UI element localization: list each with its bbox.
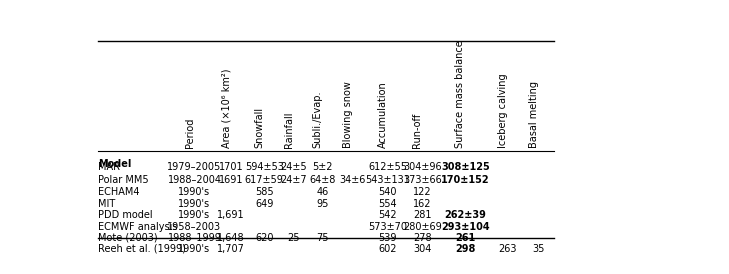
- Text: 95: 95: [316, 199, 328, 209]
- Text: 1,707: 1,707: [217, 244, 245, 253]
- Text: 602: 602: [378, 244, 397, 253]
- Text: 617±59: 617±59: [245, 175, 284, 184]
- Text: 122: 122: [413, 187, 432, 197]
- Text: 304: 304: [413, 244, 432, 253]
- Text: 280±69: 280±69: [403, 222, 442, 232]
- Text: 1701: 1701: [219, 162, 243, 172]
- Text: Area (×10⁶ km²): Area (×10⁶ km²): [221, 68, 231, 148]
- Text: Rainfall: Rainfall: [284, 111, 294, 148]
- Text: 1,691: 1,691: [217, 210, 245, 220]
- Text: 34±6: 34±6: [340, 175, 366, 184]
- Text: Blowing snow: Blowing snow: [343, 81, 353, 148]
- Text: 24±5: 24±5: [281, 162, 307, 172]
- Text: 162: 162: [413, 199, 432, 209]
- Text: 25: 25: [288, 233, 300, 242]
- Text: ECMWF analysis: ECMWF analysis: [98, 222, 178, 232]
- Text: 594±53: 594±53: [245, 162, 284, 172]
- Text: 170±152: 170±152: [441, 175, 490, 184]
- Text: 373±66: 373±66: [403, 175, 442, 184]
- Text: 298: 298: [455, 244, 475, 253]
- Text: 5±2: 5±2: [312, 162, 332, 172]
- Text: 620: 620: [255, 233, 273, 242]
- Text: 261: 261: [456, 233, 475, 242]
- Text: 1990's: 1990's: [179, 187, 211, 197]
- Text: Subli./Evap.: Subli./Evap.: [312, 90, 322, 148]
- Text: 24±7: 24±7: [281, 175, 307, 184]
- Text: 46: 46: [316, 187, 328, 197]
- Text: 542: 542: [378, 210, 397, 220]
- Text: 1990's: 1990's: [179, 210, 211, 220]
- Text: Snowfall: Snowfall: [254, 107, 265, 148]
- Text: 262±39: 262±39: [445, 210, 486, 220]
- Text: 1,648: 1,648: [217, 233, 245, 242]
- Text: 278: 278: [413, 233, 432, 242]
- Text: MAR: MAR: [98, 162, 120, 172]
- Text: Accumulation: Accumulation: [378, 81, 388, 148]
- Text: Basal melting: Basal melting: [529, 81, 539, 148]
- Text: 539: 539: [378, 233, 397, 242]
- Text: 1990's: 1990's: [179, 199, 211, 209]
- Text: 540: 540: [378, 187, 397, 197]
- Text: 1988–1999: 1988–1999: [168, 233, 222, 242]
- Text: 585: 585: [255, 187, 273, 197]
- Text: Reeh et al. (1999): Reeh et al. (1999): [98, 244, 187, 253]
- Text: 293±104: 293±104: [441, 222, 490, 232]
- Text: 263: 263: [499, 244, 517, 253]
- Text: 1691: 1691: [219, 175, 243, 184]
- Text: Model: Model: [98, 159, 132, 169]
- Text: Surface mass balance: Surface mass balance: [456, 40, 465, 148]
- Text: Mote (2003): Mote (2003): [98, 233, 158, 242]
- Text: 1988–2004: 1988–2004: [168, 175, 222, 184]
- Text: 64±8: 64±8: [309, 175, 335, 184]
- Text: 1979–2005: 1979–2005: [168, 162, 222, 172]
- Text: 649: 649: [255, 199, 273, 209]
- Text: 612±55: 612±55: [368, 162, 408, 172]
- Text: Polar MM5: Polar MM5: [98, 175, 149, 184]
- Text: 1990's: 1990's: [179, 244, 211, 253]
- Text: 35: 35: [533, 244, 545, 253]
- Text: 554: 554: [378, 199, 397, 209]
- Text: Period: Period: [184, 118, 195, 148]
- Text: MIT: MIT: [98, 199, 116, 209]
- Text: PDD model: PDD model: [98, 210, 153, 220]
- Text: 1958–2003: 1958–2003: [168, 222, 222, 232]
- Text: ECHAM4: ECHAM4: [98, 187, 140, 197]
- Text: 573±70: 573±70: [368, 222, 408, 232]
- Text: Iceberg calving: Iceberg calving: [498, 73, 508, 148]
- Text: 308±125: 308±125: [441, 162, 490, 172]
- Text: Run-off: Run-off: [413, 113, 423, 148]
- Text: 304±96: 304±96: [403, 162, 442, 172]
- Text: 543±131: 543±131: [365, 175, 410, 184]
- Text: 75: 75: [316, 233, 329, 242]
- Text: 281: 281: [413, 210, 432, 220]
